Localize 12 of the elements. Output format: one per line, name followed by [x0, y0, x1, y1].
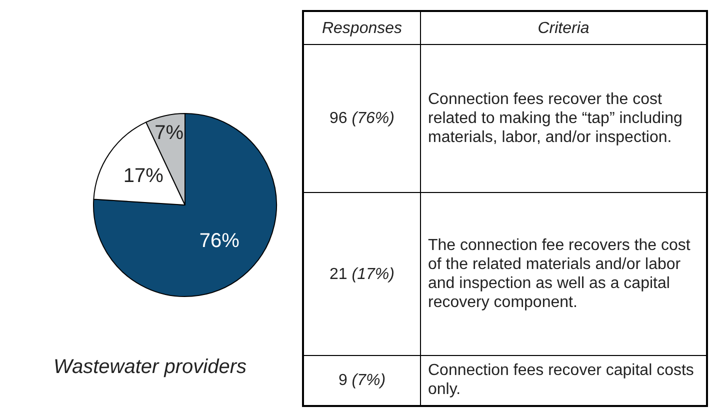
text: 9 (7%): [303, 356, 420, 406]
text: Wastewater providers: [52, 356, 248, 379]
text: 96 (76%): [303, 44, 420, 192]
text: Connection fees recover the cost related to making the “tap” including materials, labor, and/or inspection.: [420, 44, 707, 192]
text: The connection fee recovers the cost of the related materials and/or labor and inspection as well as a capital recovery component.: [420, 192, 707, 356]
text: Responses: [303, 11, 420, 44]
data-label: 76%: [199, 230, 240, 252]
text: 21 (17%): [303, 192, 420, 356]
text: Criteria: [420, 11, 707, 44]
data-label: 7%: [154, 122, 184, 144]
text: Connection fees recover capital costs only.: [420, 356, 707, 406]
data-label: 17%: [123, 165, 164, 188]
